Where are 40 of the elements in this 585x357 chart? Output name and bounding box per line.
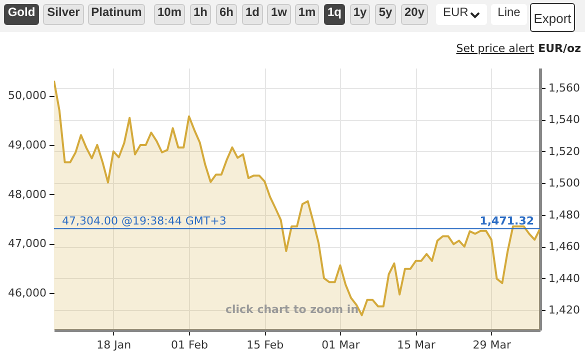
text: Line <box>491 4 527 25</box>
text: Gold <box>4 4 39 25</box>
x-tick-label: 01 Feb <box>171 338 208 352</box>
text: 5y <box>375 4 396 25</box>
text: 6h <box>216 4 237 25</box>
y2-tick-label: 1,540 <box>548 113 580 126</box>
y2-tick-label: 1,480 <box>548 208 580 222</box>
text: 1d <box>242 4 263 25</box>
y2-axis-title: EUR/oz <box>538 42 581 55</box>
text: Export <box>530 3 575 32</box>
text: EUR <box>436 4 487 25</box>
x-tick-label: 15 Mar <box>397 338 436 352</box>
y2-tick-label: 1,460 <box>548 240 580 254</box>
y2-tick-label: 1,500 <box>548 176 580 190</box>
text: 1m <box>295 4 319 25</box>
text: 1q <box>324 4 345 25</box>
y2-tick-label: 1,420 <box>548 304 580 317</box>
annotation: 1,471.32 <box>480 214 534 228</box>
x-tick-label: 01 Mar <box>322 338 360 352</box>
y-tick-label: 49,000 <box>8 138 46 152</box>
annotation: click chart to zoom in <box>225 303 359 316</box>
text: 1w <box>267 4 291 25</box>
y-tick-label: 46,000 <box>8 286 46 300</box>
y-tick-label: 48,000 <box>8 188 46 201</box>
text: 20y <box>401 4 428 25</box>
y2-tick-label: 1,560 <box>548 81 580 94</box>
x-tick-label: 18 Jan <box>96 338 132 352</box>
text: Set price alert <box>456 42 534 55</box>
y2-tick-label: 1,520 <box>548 144 580 158</box>
text: 1h <box>190 4 211 25</box>
text: Platinum <box>88 4 145 25</box>
y-tick-label: 50,000 <box>8 89 46 102</box>
ref-line-label: 47,304.00 @19:38:44 GMT+3 <box>62 214 226 228</box>
y2-tick-label: 1,440 <box>548 272 580 285</box>
x-tick-label: 29 Mar <box>472 338 512 352</box>
text: 10m <box>154 4 185 25</box>
text: 1y <box>350 4 370 25</box>
text: Silver <box>43 4 84 25</box>
x-tick-label: 15 Feb <box>246 338 284 352</box>
y-tick-label: 47,000 <box>8 237 46 250</box>
